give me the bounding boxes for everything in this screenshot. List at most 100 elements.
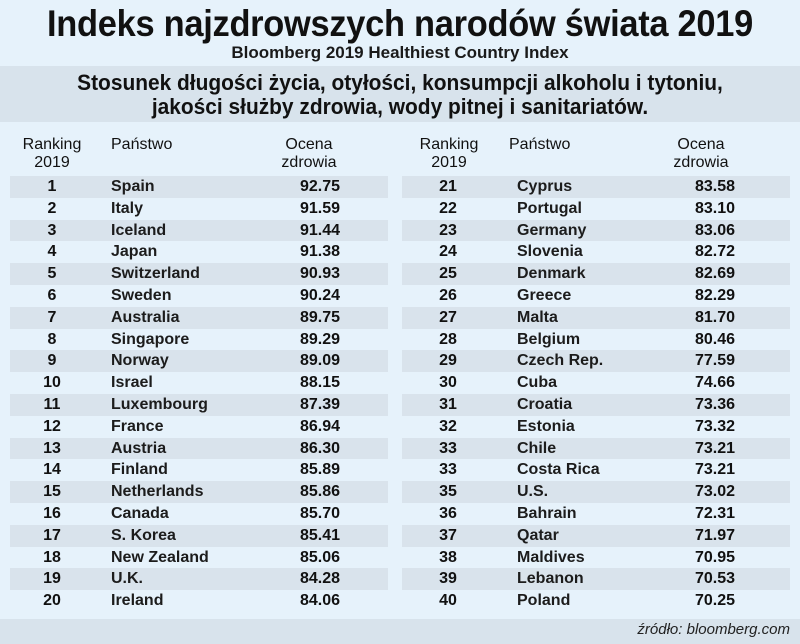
page-title: Indeks najzdrowszych narodów świata 2019 [47,3,753,44]
rank-cell: 24 [439,243,457,261]
table-row: 40 Poland 70.25 [402,590,790,612]
rank-cell: 23 [439,221,457,239]
description-banner: Stosunek długości życia, otyłości, konsu… [0,66,800,122]
rank-cell: 21 [439,178,457,195]
source-note: źródło: bloomberg.com [637,621,790,638]
country-cell: Germany [517,221,587,239]
table-row: 4 Japan 91.38 [10,241,388,263]
country-cell: S. Korea [111,526,176,544]
country-cell: Norway [111,352,169,370]
score-cell: 72.31 [694,504,735,522]
country-cell: Canada [111,504,169,522]
table-row: 2 Italy 91.59 [10,198,388,220]
score-cell: 91.44 [299,221,340,239]
country-cell: Denmark [517,265,586,283]
rank-cell: 18 [43,548,61,566]
score-cell: 90.24 [299,286,340,304]
rank-cell: 27 [439,308,457,326]
page-subtitle: Bloomberg 2019 Healthiest Country Index [231,43,569,62]
country-cell: Croatia [517,395,573,413]
country-cell: Switzerland [111,265,200,283]
column-header-country: Państwo [509,136,571,153]
country-cell: Costa Rica [517,461,600,479]
table-row: 33 Costa Rica 73.21 [402,459,790,481]
score-cell: 73.32 [694,417,735,435]
table-row: 31 Croatia 73.36 [402,393,790,416]
score-cell: 73.21 [694,439,735,457]
score-cell: 85.86 [299,483,340,501]
rank-cell: 37 [439,526,457,544]
score-cell: 81.70 [694,308,735,326]
table-row: 14 Finland 85.89 [10,459,388,481]
table-body: 1 Spain 92.75 2 Italy 91.59 3 Iceland 91.44 4 Japa… [10,176,388,612]
column-header-rank: Ranking 2019 [22,136,82,171]
description-line-1: Stosunek długości życia, otyłości, konsu… [77,70,723,95]
rank-cell: 8 [47,330,57,348]
score-cell: 84.06 [299,592,340,610]
country-cell: France [111,417,164,435]
score-cell: 82.69 [694,265,735,283]
country-cell: Poland [517,592,571,610]
table-row: 21 Cyprus 83.58 [402,176,790,198]
score-cell: 82.29 [694,286,735,304]
score-cell: 89.29 [299,330,340,348]
rank-cell: 9 [47,352,57,370]
country-cell: Portugal [517,199,582,217]
score-cell: 90.93 [299,265,340,283]
score-cell: 84.28 [299,570,340,588]
country-cell: Bahrain [517,504,577,522]
score-cell: 71.97 [694,526,735,544]
country-cell: U.S. [517,483,549,501]
rank-cell: 4 [47,243,57,261]
country-cell: Chile [517,439,557,457]
table-row: 36 Bahrain 72.31 [402,503,790,525]
table-row: 8 Singapore 89.29 [10,329,388,351]
table-row: 1 Spain 92.75 [10,176,388,198]
score-cell: 92.75 [299,178,340,195]
ranking-table-left: Ranking 2019 Państwo Ocena zdrowia 1 Spai… [10,130,388,609]
rank-cell: 25 [439,265,457,283]
country-cell: Qatar [517,526,559,544]
rank-cell: 36 [439,504,457,522]
footer: źródło: bloomberg.com [0,619,800,644]
table-header: Ranking 2019 Państwo Ocena zdrowia [10,130,388,176]
table-row: 20 Ireland 84.06 [10,590,388,612]
country-cell: Ireland [111,592,164,610]
table-row: 11 Luxembourg 87.39 [10,393,388,416]
rank-cell: 20 [43,592,61,610]
score-cell: 70.95 [694,548,735,566]
rank-cell: 2 [47,199,57,217]
table-row: 35 U.S. 73.02 [402,481,790,503]
score-cell: 91.38 [299,243,340,261]
table-row: 15 Netherlands 85.86 [10,481,388,503]
country-cell: Czech Rep. [517,352,604,370]
table-row: 25 Denmark 82.69 [402,263,790,285]
rank-cell: 12 [43,417,61,435]
table-row: 7 Australia 89.75 [10,306,388,329]
score-cell: 86.30 [299,439,340,457]
table-row: 28 Belgium 80.46 [402,329,790,351]
score-cell: 83.06 [694,221,735,239]
score-cell: 91.59 [299,199,340,217]
rank-cell: 35 [439,483,457,501]
table-row: 3 Iceland 91.44 [10,219,388,242]
rank-cell: 29 [439,352,457,370]
score-cell: 70.25 [694,592,735,610]
column-header-rank: Ranking 2019 [419,136,479,171]
table-row: 9 Norway 89.09 [10,350,388,373]
table-row: 33 Chile 73.21 [402,437,790,460]
table-row: 12 France 86.94 [10,416,388,438]
score-cell: 73.36 [694,395,735,413]
table-row: 16 Canada 85.70 [10,503,388,525]
table-row: 23 Germany 83.06 [402,219,790,242]
ranking-table-right: Ranking 2019 Państwo Ocena zdrowia 21 Cyp… [402,130,790,609]
country-cell: Lebanon [517,570,584,588]
country-cell: New Zealand [111,548,209,566]
country-cell: Israel [111,374,153,392]
table-body: 21 Cyprus 83.58 22 Portugal 83.10 23 Germany 83.… [402,176,790,612]
table-row: 22 Portugal 83.10 [402,198,790,220]
country-cell: Greece [517,286,572,304]
rank-cell: 3 [47,221,57,239]
country-cell: Belgium [517,330,581,348]
score-cell: 88.15 [299,374,340,392]
